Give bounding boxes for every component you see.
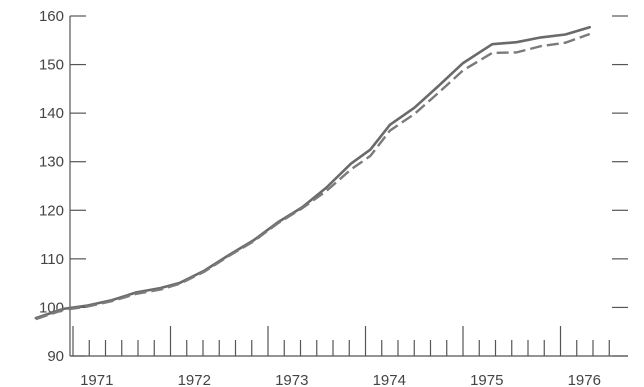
- x-tick-label: 1976: [568, 372, 601, 387]
- x-tick-label: 1975: [470, 372, 503, 387]
- y-tick-label: 130: [39, 154, 64, 171]
- y-tick-label: 110: [40, 251, 64, 268]
- y-tick-label: 140: [39, 105, 64, 122]
- y-tick-label: 120: [39, 202, 64, 219]
- dashed-series-line: [35, 32, 591, 321]
- x-axis: 1971 1972 1973 1974 1975 1976: [70, 326, 628, 387]
- x-tick-label: 1971: [80, 372, 113, 387]
- solid-series-line: [34, 25, 591, 320]
- y-tick-label: 150: [39, 57, 64, 74]
- series-layer: [34, 25, 591, 321]
- x-tick-label: 1972: [178, 372, 211, 387]
- x-tick-label: 1974: [373, 372, 406, 387]
- y-tick-label: 160: [39, 8, 64, 25]
- x-tick-label: 1973: [275, 372, 308, 387]
- y-tick-label: 90: [47, 348, 64, 365]
